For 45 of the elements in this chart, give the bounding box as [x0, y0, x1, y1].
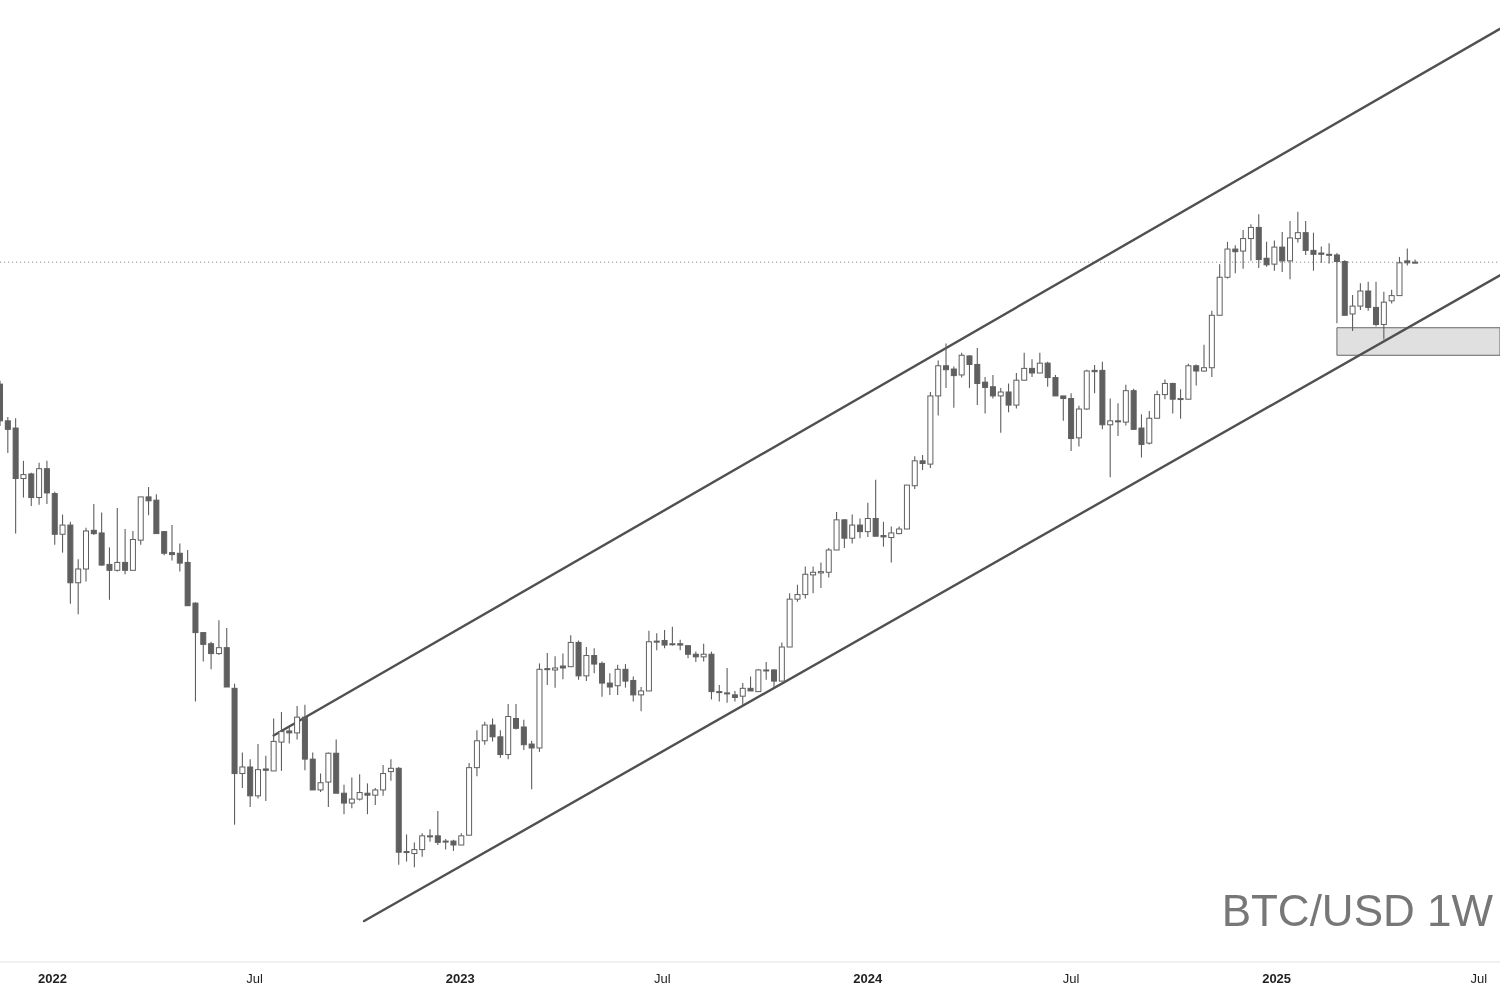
- candlestick: [341, 784, 348, 815]
- candlestick: [169, 524, 175, 562]
- candlestick: [1287, 220, 1294, 280]
- candlestick: [208, 641, 215, 670]
- candlestick: [1326, 242, 1333, 265]
- candlestick: [1247, 223, 1254, 262]
- x-tick-label: 2022: [38, 971, 67, 987]
- candlestick: [1036, 352, 1043, 374]
- candlestick: [943, 342, 950, 389]
- candlestick: [638, 686, 645, 712]
- candlestick: [982, 376, 989, 415]
- candlestick: [810, 565, 817, 594]
- x-tick-label: Jul: [1062, 971, 1080, 987]
- x-tick-label: 2025: [1262, 971, 1292, 987]
- candlestick: [1294, 211, 1301, 244]
- candlestick: [1154, 390, 1161, 419]
- candlestick: [380, 764, 387, 797]
- candlestick: [427, 828, 434, 843]
- candlestick: [1412, 259, 1419, 264]
- candlestick: [1029, 358, 1036, 378]
- candlestick: [1333, 252, 1340, 324]
- x-tick-label: 2023: [445, 971, 475, 987]
- text: BTC/USD 1W: [1221, 886, 1494, 935]
- candlestick: [857, 517, 864, 539]
- candlestick: [122, 528, 129, 575]
- candlestick: [1161, 378, 1168, 400]
- x-tick-label: Jul: [654, 971, 671, 987]
- candlestick: [1115, 402, 1122, 437]
- candlestick: [559, 653, 566, 680]
- candlestick: [552, 655, 559, 689]
- candlestick: [731, 690, 738, 702]
- candlestick: [387, 758, 394, 782]
- candlestick: [1201, 344, 1208, 373]
- candlestick: [215, 619, 222, 656]
- candlestick: [950, 365, 957, 409]
- candlestick: [599, 660, 606, 698]
- x-tick-label: Jul: [1470, 971, 1488, 987]
- x-tick-label: Jul: [246, 971, 264, 987]
- x-tick-label: 2024: [853, 971, 884, 987]
- candlestick: [817, 561, 824, 589]
- candlestick: [724, 667, 731, 704]
- candlestick: [1240, 229, 1247, 270]
- candlestick: [294, 705, 301, 741]
- candlestick: [989, 374, 996, 400]
- candlestick: [513, 703, 520, 731]
